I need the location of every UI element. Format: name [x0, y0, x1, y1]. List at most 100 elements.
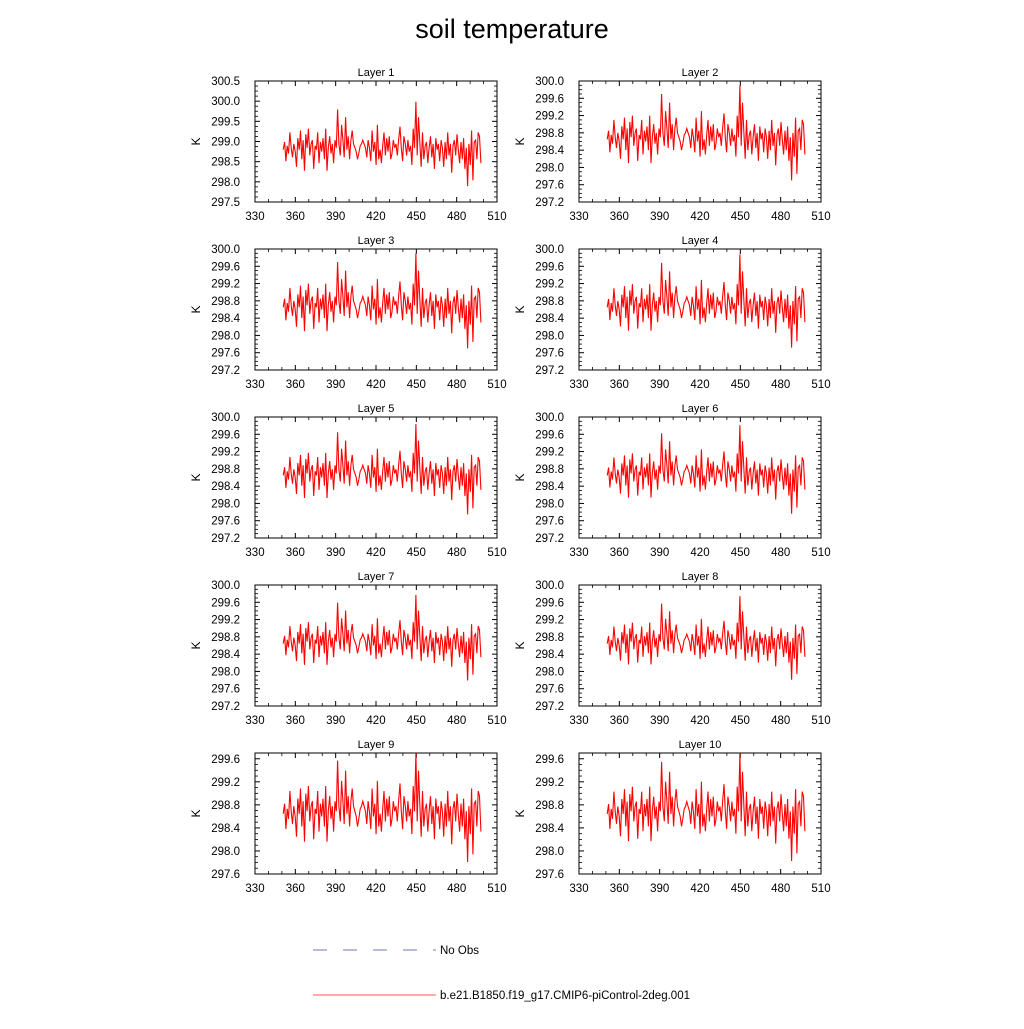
y-axis-label: K [513, 641, 527, 649]
x-tick-label: 420 [366, 379, 385, 391]
x-tick-label: 360 [286, 547, 305, 559]
y-tick-label: 297.2 [535, 197, 564, 209]
x-tick-label: 390 [326, 211, 345, 223]
y-tick-label: 298.4 [535, 313, 564, 325]
x-tick-label: 450 [407, 715, 426, 727]
x-tick-label: 390 [326, 379, 345, 391]
y-tick-label: 298.8 [211, 632, 240, 644]
y-tick-label: 298.4 [211, 649, 240, 661]
x-tick-label: 330 [245, 883, 264, 895]
x-tick-label: 480 [771, 211, 790, 223]
panel-10: Layer 10 330 360 390 420 450 480 510 297.6 298.0 2… [513, 739, 831, 895]
x-tick-label: 390 [326, 547, 345, 559]
y-axis-label: K [189, 137, 203, 145]
series-line [282, 424, 482, 515]
y-tick-label: 298.4 [211, 313, 240, 325]
x-tick-label: 360 [610, 547, 629, 559]
y-tick-label: 300.0 [535, 412, 564, 424]
y-tick-label: 297.6 [535, 348, 564, 360]
y-axis-label: K [513, 473, 527, 481]
x-tick-label: 360 [286, 883, 305, 895]
y-tick-label: 297.6 [535, 869, 564, 881]
y-tick-label: 298.4 [535, 481, 564, 493]
y-tick-label: 299.5 [211, 116, 240, 128]
y-tick-label: 298.8 [535, 128, 564, 140]
x-tick-label: 420 [366, 211, 385, 223]
y-tick-label: 299.2 [535, 777, 564, 789]
chart-title: soil temperature [415, 14, 609, 44]
x-tick-label: 450 [731, 883, 750, 895]
y-tick-label: 297.6 [211, 348, 240, 360]
legend: No Obs b.e21.B1850.f19_g17.CMIP6-piContro… [313, 945, 690, 1002]
y-tick-label: 298.0 [535, 846, 564, 858]
y-tick-label: 300.0 [211, 96, 240, 108]
x-tick-label: 390 [650, 883, 669, 895]
y-tick-label: 300.0 [211, 244, 240, 256]
x-tick-label: 390 [650, 547, 669, 559]
y-tick-label: 299.2 [535, 615, 564, 627]
y-tick-label: 298.4 [535, 145, 564, 157]
x-tick-label: 390 [650, 715, 669, 727]
x-tick-label: 510 [487, 715, 506, 727]
series-line [282, 101, 482, 187]
y-tick-label: 297.6 [211, 516, 240, 528]
x-tick-label: 420 [366, 883, 385, 895]
y-tick-label: 297.6 [535, 684, 564, 696]
x-tick-label: 330 [245, 547, 264, 559]
panel-title: Layer 9 [358, 739, 395, 751]
y-tick-label: 299.0 [211, 137, 240, 149]
y-tick-label: 299.2 [211, 447, 240, 459]
y-tick-label: 297.2 [211, 533, 240, 545]
x-tick-label: 510 [811, 715, 830, 727]
y-tick-label: 299.2 [211, 777, 240, 789]
x-tick-label: 360 [286, 715, 305, 727]
y-tick-label: 297.2 [535, 365, 564, 377]
y-tick-label: 298.5 [211, 157, 240, 169]
y-tick-label: 299.2 [211, 279, 240, 291]
panel-title: Layer 6 [682, 403, 719, 415]
y-axis-label: K [513, 137, 527, 145]
panel-title: Layer 3 [358, 235, 395, 247]
y-tick-label: 298.8 [535, 800, 564, 812]
panel-1: Layer 1 330 360 390 420 450 480 510 297.5 298.0 29… [189, 67, 507, 223]
y-tick-label: 300.0 [535, 244, 564, 256]
y-tick-label: 297.2 [535, 533, 564, 545]
y-tick-label: 298.8 [535, 632, 564, 644]
x-tick-label: 330 [569, 547, 588, 559]
x-tick-label: 330 [245, 211, 264, 223]
panel-2: Layer 2 330 360 390 420 450 480 510 297.2 297.6 29… [513, 67, 831, 223]
y-tick-label: 298.0 [535, 666, 564, 678]
panel-3: Layer 3 330 360 390 420 450 480 510 297.2 297.6 29… [189, 235, 507, 391]
y-tick-label: 298.4 [211, 823, 240, 835]
x-tick-label: 480 [771, 379, 790, 391]
series-line [282, 253, 482, 349]
x-tick-label: 360 [610, 883, 629, 895]
y-tick-label: 300.0 [535, 580, 564, 592]
y-tick-label: 297.6 [535, 516, 564, 528]
y-tick-label: 298.8 [535, 464, 564, 476]
y-tick-label: 297.6 [211, 684, 240, 696]
x-tick-label: 390 [650, 211, 669, 223]
y-tick-label: 299.6 [535, 261, 564, 273]
x-tick-label: 360 [286, 211, 305, 223]
panel-title: Layer 2 [682, 67, 719, 79]
x-tick-label: 480 [447, 715, 466, 727]
legend-label-no-obs: No Obs [440, 945, 479, 957]
y-tick-label: 297.6 [535, 180, 564, 192]
panel-title: Layer 7 [358, 571, 395, 583]
y-tick-label: 299.6 [211, 429, 240, 441]
series-line [606, 752, 806, 862]
y-tick-label: 299.6 [535, 597, 564, 609]
y-tick-label: 299.2 [535, 447, 564, 459]
x-tick-label: 360 [610, 211, 629, 223]
y-tick-label: 299.2 [535, 111, 564, 123]
series-line [606, 596, 806, 680]
y-tick-label: 299.6 [535, 429, 564, 441]
y-tick-label: 298.0 [211, 177, 240, 189]
legend-label-model: b.e21.B1850.f19_g17.CMIP6-piControl-2deg… [440, 990, 690, 1002]
y-tick-label: 298.8 [211, 464, 240, 476]
x-tick-label: 420 [366, 547, 385, 559]
x-tick-label: 420 [690, 883, 709, 895]
y-tick-label: 297.2 [211, 365, 240, 377]
y-tick-label: 299.2 [535, 279, 564, 291]
